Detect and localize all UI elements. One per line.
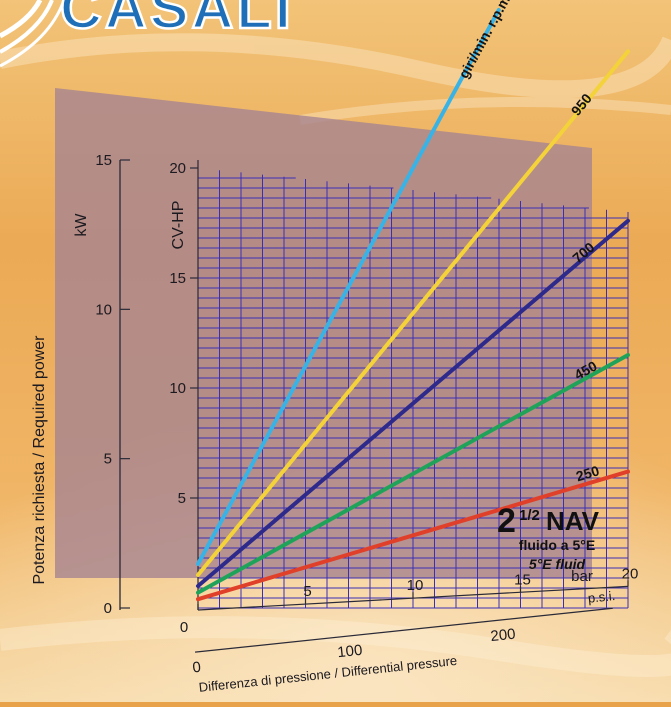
chart-subtitle-it: fluido a 5°E [519, 537, 595, 553]
bar-tick-label: 5 [303, 583, 311, 600]
psi-tick-label: 0 [192, 659, 202, 677]
chart-title-block: 2 1/2 NAV fluido a 5°E 5°E fluid [497, 502, 600, 572]
bar-tick-label: 20 [622, 565, 639, 582]
kw-tick-label: 10 [95, 301, 112, 318]
kw-axis-title: kW [73, 213, 90, 237]
kw-tick-label: 5 [104, 451, 112, 468]
hp-tick-label: 5 [178, 490, 186, 507]
series-line-250 [196, 469, 630, 602]
kw-axis: 0 5 10 15 [95, 152, 130, 617]
psi-tick-label: 200 [490, 626, 517, 646]
series-line-450 [196, 353, 630, 595]
kw-tick-label: 0 [104, 600, 112, 617]
kw-tick-label: 15 [95, 152, 112, 169]
psi-axis-line [195, 607, 613, 653]
bar-tick-label: 0 [180, 619, 188, 636]
chart-title-fraction: 1/2 [519, 507, 540, 524]
bar-axis: 0 5 10 15 20 bar [180, 565, 639, 636]
y-axis-title: Potenza richiesta / Required power [31, 335, 48, 585]
cloud-streaks [0, 33, 671, 677]
series-label-250: 250 [574, 462, 601, 484]
chart-title-number: 2 [497, 502, 516, 540]
hp-tick-label: 15 [169, 270, 186, 287]
series-line-950 [196, 49, 630, 577]
psi-tick-label: 100 [337, 642, 364, 662]
series-line-700 [196, 218, 630, 588]
chart-grid [197, 168, 629, 609]
bar-tick-label: 15 [514, 571, 531, 588]
series-line-1450 [196, 8, 501, 566]
hp-axis: 5 10 15 20 [169, 160, 199, 610]
bar-unit-label: bar [571, 568, 593, 585]
logo-swirl-1 [0, 0, 43, 39]
logo-swirl-2 [0, 0, 54, 54]
hp-axis-title: CV-HP [170, 201, 187, 250]
hp-tick-label: 10 [169, 380, 186, 397]
logo-swirl-3 [0, 0, 66, 68]
hp-tick-label: 20 [169, 160, 186, 177]
chart-title-model: NAV [546, 506, 600, 536]
logo-text: CASALI [60, 0, 294, 41]
psi-unit-label: p.s.i. [587, 588, 616, 606]
casali-logo: CASALI [0, 0, 294, 68]
chart-subtitle-en: 5°E fluid [529, 556, 586, 572]
bar-tick-label: 10 [407, 577, 424, 594]
